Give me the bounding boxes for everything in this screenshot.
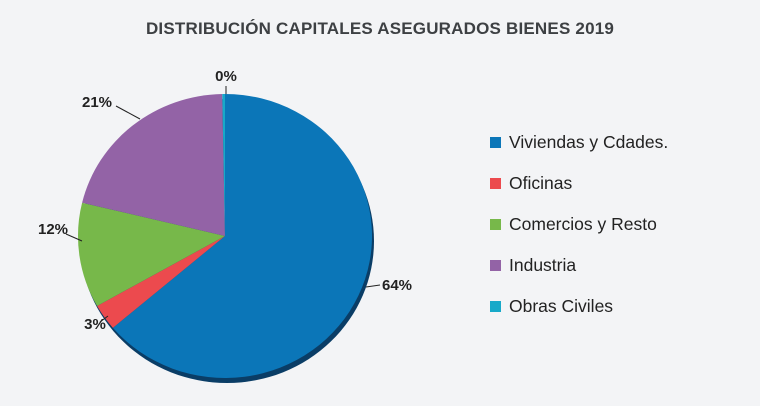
legend-label: Obras Civiles bbox=[509, 296, 614, 316]
pie-labels: 64% 3% 12% 21% 0% bbox=[38, 68, 412, 333]
pie-slice-oficinas bbox=[97, 236, 225, 328]
data-label: 0% bbox=[215, 68, 237, 85]
data-label: 12% bbox=[38, 221, 68, 238]
pie-slices bbox=[77, 94, 372, 378]
legend-item-obras-civiles: Obras Civiles bbox=[490, 286, 668, 327]
legend-swatch bbox=[490, 301, 501, 312]
chart-title: DISTRIBUCIÓN CAPITALES ASEGURADOS BIENES… bbox=[145, 19, 615, 38]
data-label: 64% bbox=[382, 277, 412, 294]
pie-slice-obras-civiles bbox=[222, 94, 225, 236]
legend: Viviendas y Cdades. Oficinas Comercios y… bbox=[490, 122, 668, 327]
pie-slice-comercios-y-resto bbox=[77, 202, 225, 306]
legend-item-comercios: Comercios y Resto bbox=[490, 204, 668, 245]
pie-slice-industria bbox=[82, 94, 225, 236]
legend-label: Comercios y Resto bbox=[509, 214, 657, 234]
legend-item-industria: Industria bbox=[490, 245, 668, 286]
pie-slice-viviendas-y-cdades bbox=[112, 94, 372, 378]
leader-line bbox=[65, 233, 83, 242]
data-label: 3% bbox=[84, 316, 106, 333]
legend-item-oficinas: Oficinas bbox=[490, 163, 668, 204]
leader-line bbox=[99, 315, 109, 323]
legend-swatch bbox=[490, 260, 501, 271]
leader-line bbox=[365, 284, 381, 288]
legend-swatch bbox=[490, 137, 501, 148]
legend-swatch bbox=[490, 219, 501, 230]
legend-label: Oficinas bbox=[509, 173, 573, 193]
data-label: 21% bbox=[82, 94, 112, 111]
legend-item-viviendas: Viviendas y Cdades. bbox=[490, 122, 668, 163]
legend-swatch bbox=[490, 178, 501, 189]
legend-label: Viviendas y Cdades. bbox=[509, 132, 669, 152]
legend-label: Industria bbox=[509, 255, 577, 275]
leader-line bbox=[115, 105, 141, 120]
